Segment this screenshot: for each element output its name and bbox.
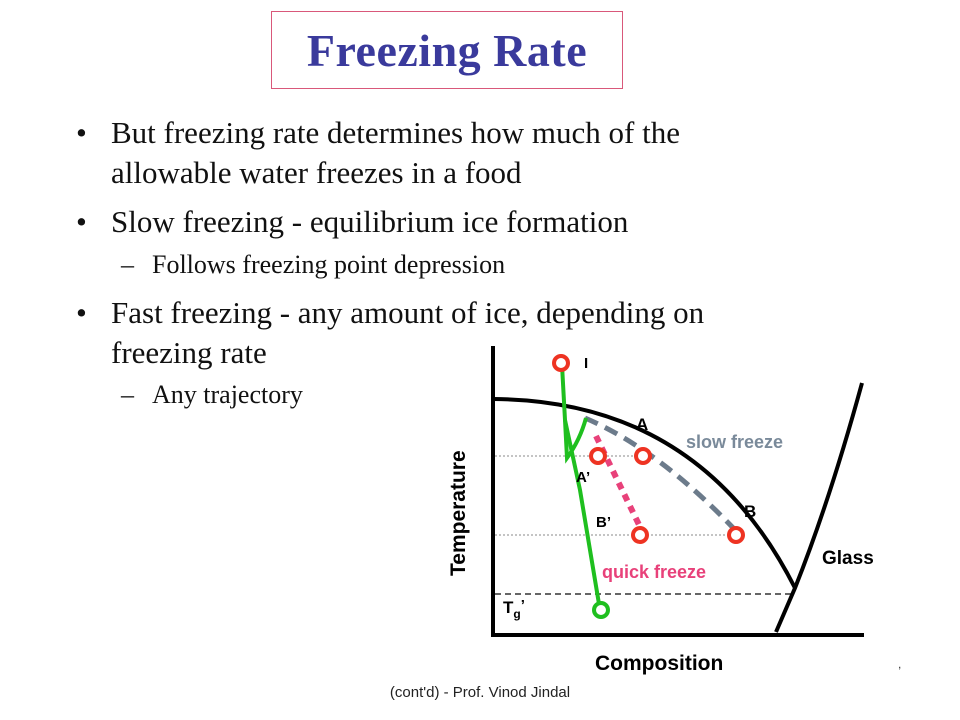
trajectory-main [563,419,602,611]
slide-title: Freezing Rate [306,24,588,76]
label-i: I [584,355,588,372]
sub-bullet-marker: – [121,380,134,409]
freezing-curve [492,397,797,589]
bullet-3-line-2: freezing rate [111,335,267,370]
glass-transition-line [774,382,864,633]
slow-freeze-path [584,415,740,535]
bullet-1-line-2: allowable water freezes in a food [111,155,522,190]
point-a-prime [589,447,607,465]
bullet-2-line-1: Slow freezing - equilibrium ice formatio… [111,204,629,239]
corner-mark: , [898,657,901,671]
bullet-2-sub: Follows freezing point depression [152,250,506,279]
point-i [552,354,570,372]
point-tg [592,601,610,619]
label-tg-prime: ’ [521,597,525,614]
label-b-prime: B’ [596,514,611,531]
point-b [727,526,745,544]
y-axis-label: Temperature [447,450,470,576]
label-tg: Tg’ [503,597,525,621]
bullet-marker: • [76,204,87,239]
label-tg-sub: g [513,607,520,621]
point-b-prime [631,526,649,544]
bullet-marker: • [76,115,87,150]
label-slow-freeze: slow freeze [686,432,783,452]
label-a-prime: A’ [576,469,590,486]
label-b: B [744,502,756,521]
point-a [634,447,652,465]
label-tg-t: T [503,598,514,617]
label-a: A [636,415,648,434]
trajectory-branch [560,364,588,464]
slide-footer: (cont'd) - Prof. Vinod Jindal [389,684,571,701]
x-axis-label: Composition [595,652,723,675]
sub-bullet-marker: – [121,250,134,279]
label-glass: Glass [822,548,874,569]
bullet-3-line-1: Fast freezing - any amount of ice, depen… [111,295,705,330]
bullet-marker: • [76,295,87,330]
slide-title-box: Freezing Rate [271,11,623,89]
bullet-1-line-1: But freezing rate determines how much of… [111,115,680,150]
bullet-3-sub: Any trajectory [152,380,303,409]
label-quick-freeze: quick freeze [602,562,706,582]
